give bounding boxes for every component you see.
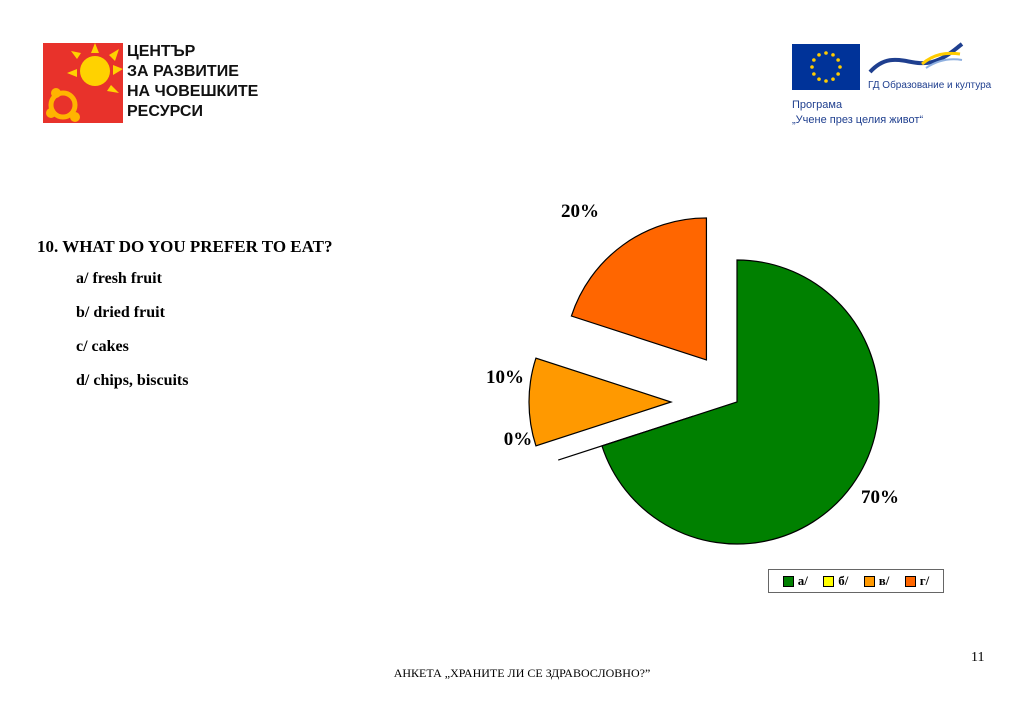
chart-legend: а/ б/ в/ г/ [768,569,944,593]
pie-slice-2 [558,415,694,461]
lifelong-learning-logo [868,42,964,74]
legend-swatch [782,575,794,587]
question-title: 10. WHAT DO YOU PREFER TO EAT? [37,237,333,256]
legend-label: б/ [838,573,849,588]
organization-name: ЦЕНТЪР ЗА РАЗВИТИЕ НА ЧОВЕШКИТЕ РЕСУРСИ [127,42,327,122]
legend-label: г/ [919,573,930,588]
answer-options: a/ fresh fruit b/ dried fruit c/ cakes d… [76,270,188,406]
legend-swatch [904,575,916,587]
legend-entry: б/ [823,573,848,589]
crc-logo [43,43,123,123]
slice-data-label: 0% [504,429,533,450]
legend-label: а/ [797,573,808,588]
org-line: РЕСУРСИ [127,103,203,120]
slice-data-label: 10% [486,367,524,388]
org-line: ЦЕНТЪР [127,43,196,60]
legend-entry: г/ [904,573,930,589]
programme-label: Програма „Учене през целия живот“ [792,98,923,128]
legend-entry: в/ [863,573,890,589]
legend-entry: а/ [782,573,808,589]
legend-swatch [863,575,875,587]
answer-option: c/ cakes [76,338,129,355]
eu-flag-icon [792,44,860,90]
answer-option: a/ fresh fruit [76,270,162,287]
legend-swatch [823,575,835,587]
programme-line: Програма [792,99,843,111]
pie-slice-1 [601,259,880,545]
org-line: НА ЧОВЕШКИТЕ [127,83,259,100]
slice-data-label: 70% [861,487,899,508]
answer-option: b/ dried fruit [76,304,165,321]
answer-option: d/ chips, biscuits [76,372,189,389]
pie-slice-3 [528,357,673,447]
org-line: ЗА РАЗВИТИЕ [127,63,239,80]
dg-education-culture-label: ГД Образование и култура [868,80,992,91]
legend-label: в/ [878,573,890,588]
pie-slice-4 [570,217,708,361]
slice-data-label: 20% [561,201,599,222]
programme-line: „Учене през целия живот“ [792,114,924,126]
page-number: 11 [971,650,985,665]
survey-title-footer: АНКЕТА „ХРАНИТЕ ЛИ СЕ ЗДРАВОСЛОВНО?” [393,666,651,680]
